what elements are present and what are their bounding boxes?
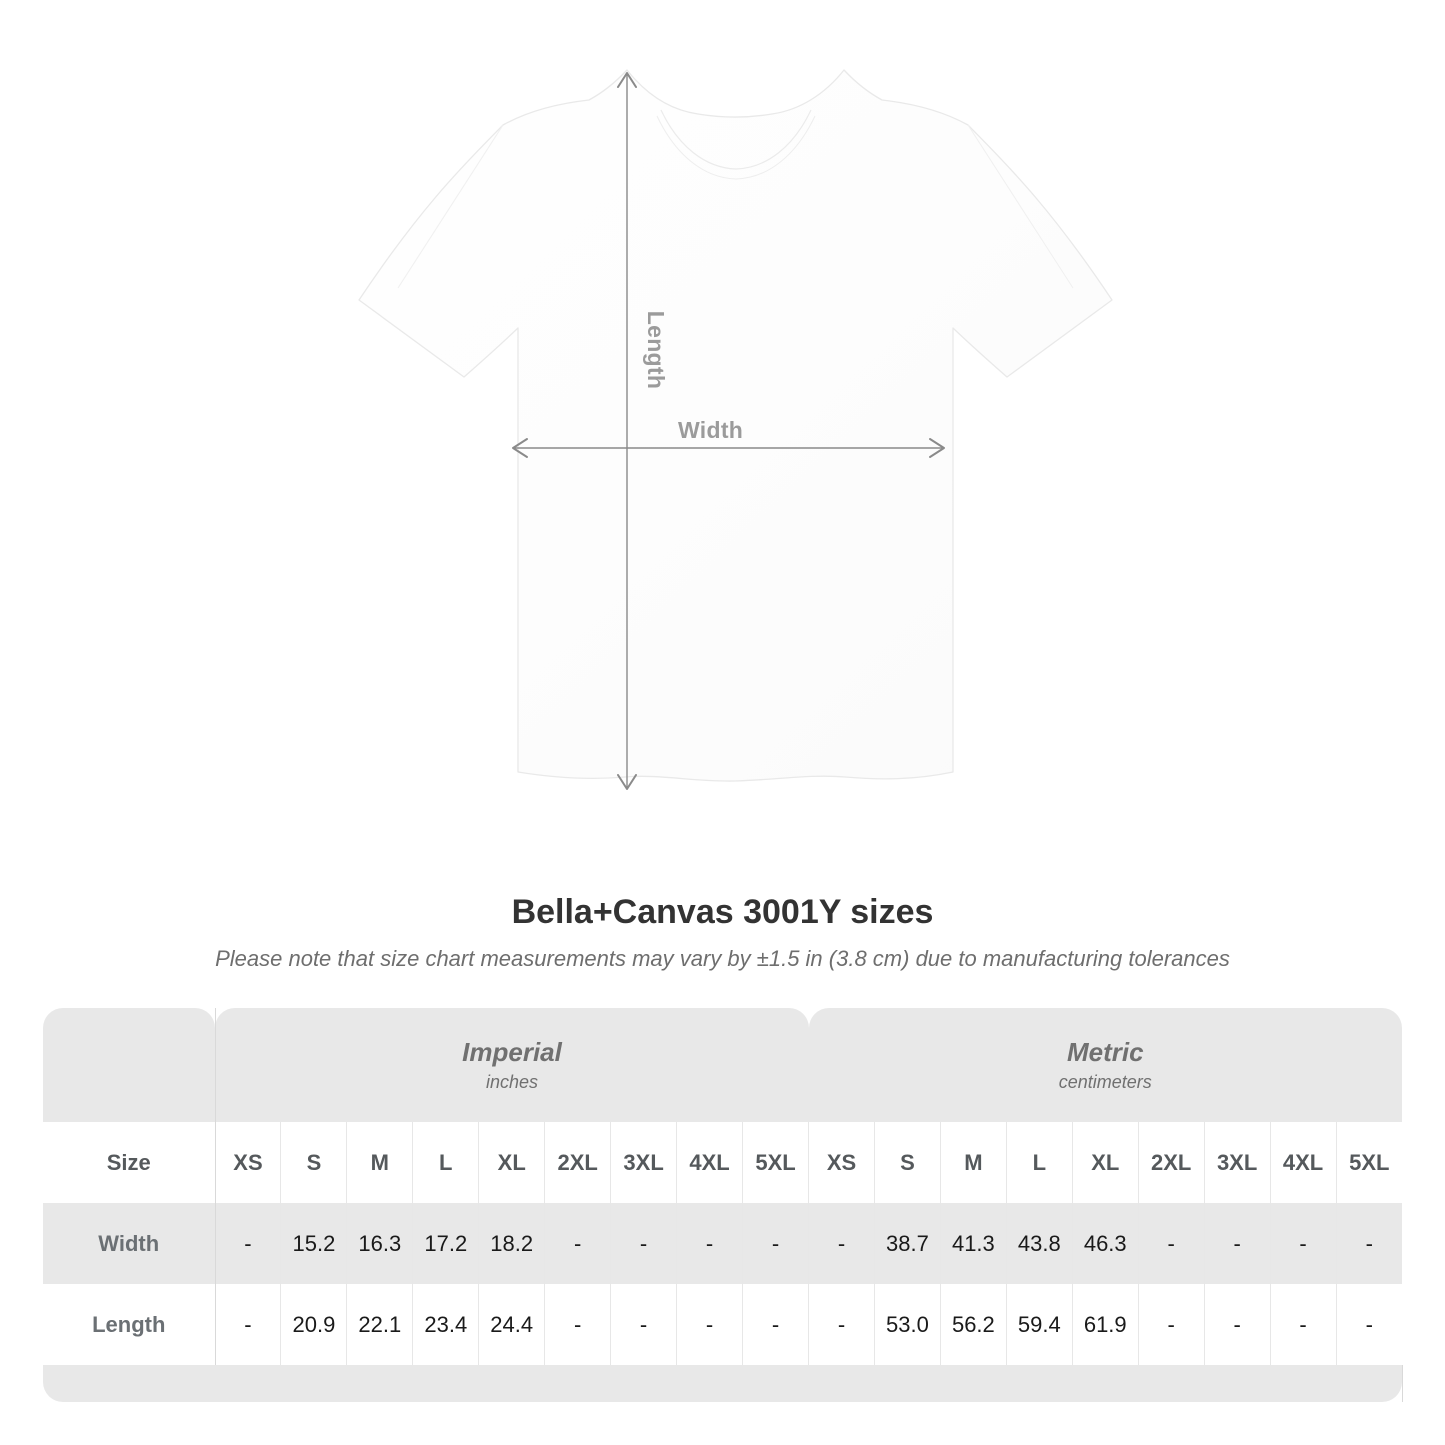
svg-text:Length: Length: [643, 311, 669, 389]
svg-text:Width: Width: [678, 417, 743, 443]
